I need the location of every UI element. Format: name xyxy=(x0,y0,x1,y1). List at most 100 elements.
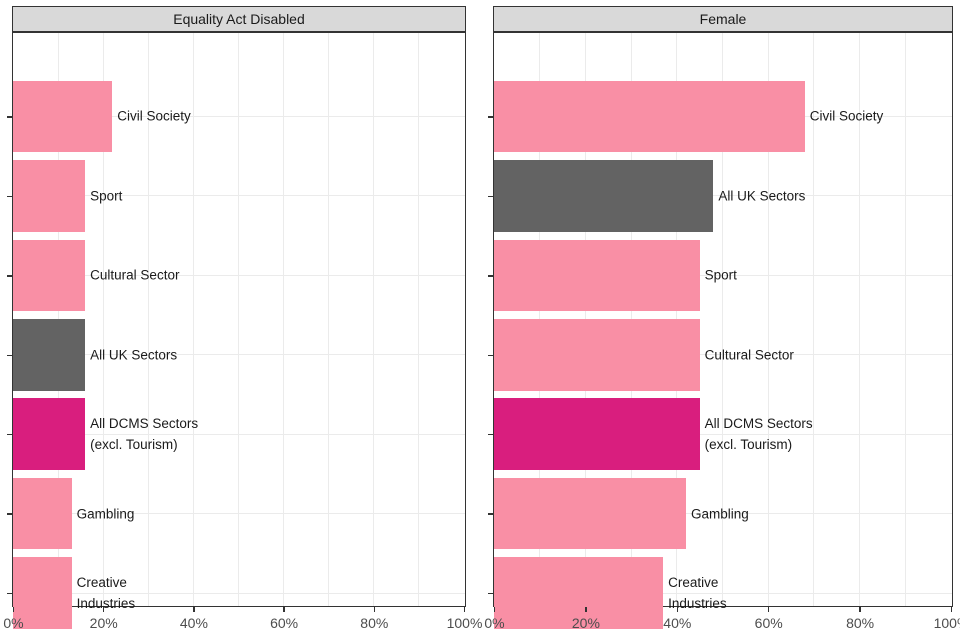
gridline-vertical xyxy=(859,33,861,606)
y-axis-tick xyxy=(488,513,493,515)
gridline-horizontal xyxy=(13,274,465,276)
bar-label: Civil Society xyxy=(809,108,884,124)
gridline-horizontal xyxy=(13,195,465,197)
gridline-horizontal xyxy=(494,274,952,276)
gridline-horizontal xyxy=(494,513,952,515)
x-axis-tick-label: 100% xyxy=(933,615,960,631)
y-axis-tick xyxy=(488,195,493,198)
bar-label: Creative Industries xyxy=(668,575,727,612)
bar-sport xyxy=(494,239,700,312)
x-axis-tick xyxy=(193,607,195,612)
y-axis-tick xyxy=(488,354,493,356)
facet-strip: Female xyxy=(493,6,953,32)
bar-label: Cultural Sector xyxy=(704,347,794,363)
gridline-vertical xyxy=(238,33,239,606)
bar-civil-society xyxy=(13,80,113,153)
y-axis-tick xyxy=(488,116,493,118)
bar-gambling xyxy=(13,477,72,550)
gridline-horizontal xyxy=(494,592,952,594)
x-axis-tick xyxy=(493,607,496,612)
x-axis-tick xyxy=(676,607,679,612)
x-axis-tick xyxy=(373,607,376,612)
gridline-vertical xyxy=(102,33,104,606)
plot-area: Civil Society Sport Cultural Sector All UK … xyxy=(12,32,466,629)
x-axis-tick-label: 60% xyxy=(270,615,299,631)
gridline-vertical xyxy=(283,33,285,606)
y-axis-tick xyxy=(7,513,12,515)
y-axis-tick xyxy=(7,116,12,118)
gridline-horizontal xyxy=(13,592,465,594)
gridline-horizontal xyxy=(494,354,952,356)
gridline-vertical xyxy=(328,33,330,606)
bar-gambling xyxy=(494,477,686,550)
bar-all-uk-sectors xyxy=(494,160,714,232)
bar-label: All DCMS Sectors (excl. Tourism) xyxy=(90,416,199,453)
x-axis-tick-label: 80% xyxy=(360,615,389,631)
gridline-vertical xyxy=(373,33,375,606)
gridline-vertical xyxy=(192,33,194,606)
plot-area: Civil Society All UK Sectors Sport Cultural… xyxy=(493,32,953,629)
y-axis-tick xyxy=(7,195,12,198)
bar-creative-industries xyxy=(13,557,72,629)
bar-label: Sport xyxy=(90,188,123,204)
y-axis-tick xyxy=(7,275,12,277)
facet-panel-equality-act-disabled: Equality Act Disabled Civil Society Sport… xyxy=(3,6,482,640)
x-axis-tick xyxy=(585,607,587,612)
x-axis-tick-label: 0% xyxy=(3,615,24,631)
y-axis-tick xyxy=(488,433,493,436)
bar-label: Creative Industries xyxy=(76,575,136,612)
bar-label: All DCMS Sectors (excl. Tourism) xyxy=(704,416,813,453)
gridline-horizontal xyxy=(494,195,952,197)
gridline-vertical xyxy=(418,33,420,606)
x-axis-tick xyxy=(12,607,15,612)
x-axis-tick-label: 0% xyxy=(484,615,505,631)
gridline-horizontal xyxy=(13,115,465,117)
bar-label: All UK Sectors xyxy=(90,347,178,363)
y-axis-tick xyxy=(488,275,493,277)
bar-cultural-sector xyxy=(494,319,700,391)
x-axis-tick-label: 20% xyxy=(571,615,600,631)
gridline-horizontal xyxy=(13,433,465,435)
facet-title: Equality Act Disabled xyxy=(173,11,305,27)
bar-cultural-sector xyxy=(13,239,86,312)
x-axis-tick xyxy=(859,607,861,612)
gridline-vertical xyxy=(813,33,815,606)
x-axis-tick xyxy=(463,607,466,612)
gridline-horizontal xyxy=(494,433,952,435)
x-axis-tick-label: 40% xyxy=(179,615,208,631)
bar-all-dcms-sectors-excl-tourism xyxy=(494,398,700,470)
x-axis-tick-label: 60% xyxy=(754,615,783,631)
bar-label: Gambling xyxy=(690,506,749,522)
gridline-vertical xyxy=(722,33,723,606)
facet-strip: Equality Act Disabled xyxy=(12,6,466,32)
bar-civil-society xyxy=(494,80,805,153)
bar-label: Civil Society xyxy=(117,108,191,124)
gridline-vertical xyxy=(767,33,769,606)
x-axis-tick xyxy=(950,607,953,612)
bar-label: Cultural Sector xyxy=(90,267,180,283)
x-axis-tick xyxy=(283,607,285,612)
bar-creative-industries xyxy=(494,557,664,629)
y-axis-tick xyxy=(7,354,12,356)
gridline-vertical xyxy=(904,33,906,606)
bar-label: All UK Sectors xyxy=(718,188,806,204)
y-axis-tick xyxy=(488,592,493,595)
facet-panel-female: Female Civil Society All UK Sectors Sport C… xyxy=(484,6,960,640)
x-axis-tick-label: 20% xyxy=(89,615,118,631)
gridline-vertical xyxy=(147,33,149,606)
bar-label: Sport xyxy=(704,267,737,283)
bar-all-uk-sectors xyxy=(13,319,86,391)
bar-sport xyxy=(13,160,86,232)
gridline-horizontal xyxy=(13,354,465,356)
bar-all-dcms-sectors-excl-tourism xyxy=(13,398,86,470)
x-axis-tick-label: 100% xyxy=(446,615,483,631)
x-axis-tick-label: 80% xyxy=(846,615,875,631)
facet-title: Female xyxy=(699,11,747,27)
x-axis-tick xyxy=(102,607,105,612)
x-axis-tick xyxy=(767,607,770,612)
y-axis-tick xyxy=(7,433,12,436)
x-axis-tick-label: 40% xyxy=(663,615,692,631)
y-axis-tick xyxy=(7,592,12,595)
bar-label: Gambling xyxy=(76,506,135,522)
